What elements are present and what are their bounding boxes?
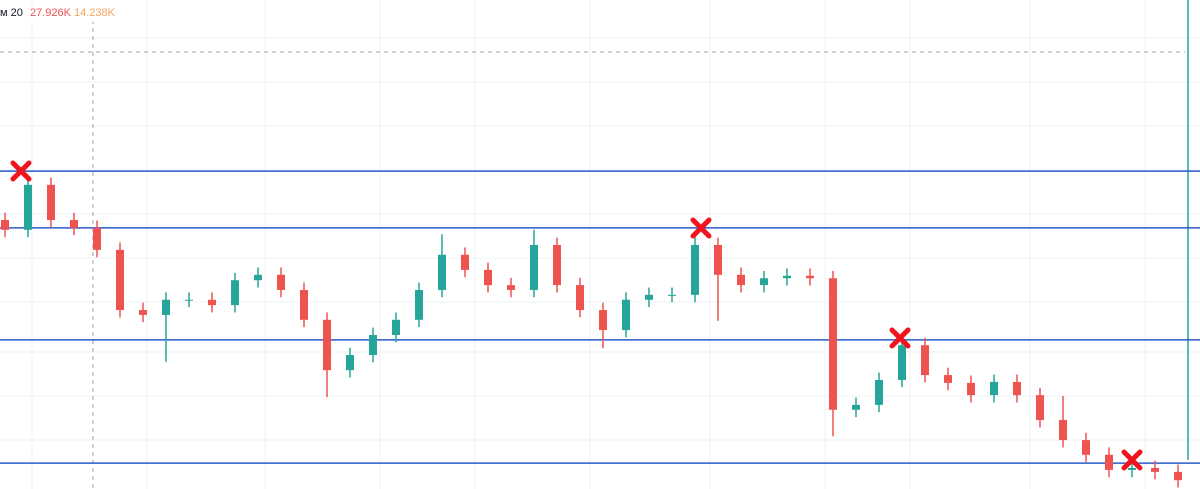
candle-body	[852, 404, 860, 410]
candle-body	[1059, 420, 1067, 441]
candle-body	[254, 274, 262, 281]
x-marker	[889, 327, 911, 349]
candle-body	[829, 278, 837, 410]
candle-body	[392, 319, 400, 335]
candle-body	[300, 289, 308, 320]
candle-body	[369, 334, 377, 356]
candle-body	[944, 375, 952, 383]
candle-body	[208, 299, 216, 306]
candle-body	[622, 299, 630, 331]
touch-markers	[10, 160, 1143, 471]
candle-body	[47, 184, 55, 221]
candle-body	[921, 345, 929, 376]
candle-body	[231, 280, 239, 306]
legend-bg	[0, 4, 120, 22]
candle-body	[760, 278, 768, 286]
candle-body	[24, 184, 32, 230]
candle-body	[461, 254, 469, 270]
candle-body	[783, 275, 791, 279]
candle-body	[70, 220, 78, 228]
candle-body	[323, 319, 331, 371]
candles	[1, 177, 1182, 488]
candle-body	[1174, 471, 1182, 481]
legend-label: м 20	[0, 7, 23, 19]
candle-body	[530, 244, 538, 290]
candle-body	[116, 249, 124, 311]
candle-body	[277, 274, 285, 290]
candle-body	[898, 345, 906, 380]
candle-body	[1082, 440, 1090, 455]
candle-body	[1105, 454, 1113, 470]
candle-body	[806, 275, 814, 279]
legend-value: 14.238K	[74, 7, 116, 19]
levels	[0, 170, 1200, 464]
candle-body	[93, 227, 101, 250]
candle-body	[415, 289, 423, 320]
candle-body	[599, 310, 607, 331]
candle-body	[875, 379, 883, 405]
candle-body	[737, 274, 745, 286]
candle-body	[1, 220, 9, 230]
candle-body	[691, 244, 699, 295]
x-marker	[10, 160, 32, 182]
candle-body	[139, 310, 147, 315]
candle-body	[576, 285, 584, 311]
candle-body	[714, 244, 722, 275]
candle-body	[990, 381, 998, 396]
candle-body	[162, 299, 170, 315]
candle-body	[507, 285, 515, 290]
candle-body	[346, 355, 354, 371]
legend-value: 27.926K	[30, 7, 72, 19]
candle-body	[1013, 381, 1021, 396]
x-marker	[1121, 449, 1143, 471]
candle-body	[484, 269, 492, 286]
candle-body	[185, 299, 193, 301]
candle-body	[645, 294, 653, 300]
candle-body	[1036, 395, 1044, 421]
candle-body	[668, 294, 676, 296]
candle-body	[438, 254, 446, 290]
x-marker	[690, 217, 712, 239]
candle-body	[967, 382, 975, 396]
candle-body	[1151, 467, 1159, 472]
candle-body	[1128, 467, 1136, 470]
candle-body	[553, 244, 561, 286]
